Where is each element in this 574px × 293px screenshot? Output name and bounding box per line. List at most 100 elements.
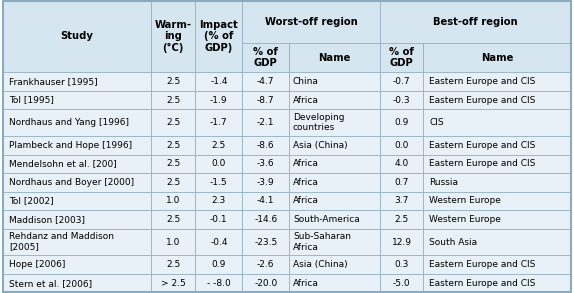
Text: -4.1: -4.1 xyxy=(257,196,274,205)
Text: Maddison [2003]: Maddison [2003] xyxy=(9,215,85,224)
Text: 0.7: 0.7 xyxy=(394,178,409,187)
Text: Plambeck and Hope [1996]: Plambeck and Hope [1996] xyxy=(9,141,132,150)
Bar xyxy=(242,136,289,155)
Bar xyxy=(242,229,289,255)
Bar xyxy=(424,43,571,72)
Bar xyxy=(242,1,380,43)
Bar xyxy=(242,274,289,292)
Bar xyxy=(195,109,242,136)
Bar xyxy=(289,274,380,292)
Bar xyxy=(242,91,289,109)
Bar xyxy=(242,210,289,229)
Bar xyxy=(380,136,424,155)
Text: 2.5: 2.5 xyxy=(166,96,180,105)
Text: -8.6: -8.6 xyxy=(257,141,274,150)
Text: -20.0: -20.0 xyxy=(254,279,277,288)
Bar xyxy=(150,91,195,109)
Bar xyxy=(3,229,150,255)
Text: Developing
countries: Developing countries xyxy=(293,113,344,132)
Bar xyxy=(242,192,289,210)
Text: -4.7: -4.7 xyxy=(257,77,274,86)
Bar xyxy=(424,192,571,210)
Bar xyxy=(195,229,242,255)
Text: Eastern Europe and CIS: Eastern Europe and CIS xyxy=(429,96,536,105)
Text: Tol [1995]: Tol [1995] xyxy=(9,96,53,105)
Bar xyxy=(380,72,424,91)
Text: -3.9: -3.9 xyxy=(257,178,274,187)
Text: Nordhaus and Yang [1996]: Nordhaus and Yang [1996] xyxy=(9,118,129,127)
Bar xyxy=(289,136,380,155)
Text: -0.1: -0.1 xyxy=(210,215,228,224)
Text: 0.0: 0.0 xyxy=(212,159,226,168)
Text: - -8.0: - -8.0 xyxy=(207,279,231,288)
Text: -1.7: -1.7 xyxy=(210,118,228,127)
Text: Africa: Africa xyxy=(293,279,319,288)
Bar xyxy=(289,192,380,210)
Bar xyxy=(380,192,424,210)
Bar xyxy=(380,155,424,173)
Text: Western Europe: Western Europe xyxy=(429,215,501,224)
Bar xyxy=(242,109,289,136)
Text: -0.4: -0.4 xyxy=(210,238,227,246)
Text: -14.6: -14.6 xyxy=(254,215,277,224)
Text: CIS: CIS xyxy=(429,118,444,127)
Text: -23.5: -23.5 xyxy=(254,238,277,246)
Text: South Asia: South Asia xyxy=(429,238,478,246)
Bar xyxy=(424,210,571,229)
Bar xyxy=(289,91,380,109)
Bar xyxy=(3,255,150,274)
Bar xyxy=(242,43,289,72)
Bar xyxy=(150,274,195,292)
Text: 2.5: 2.5 xyxy=(394,215,409,224)
Bar xyxy=(195,192,242,210)
Text: Rehdanz and Maddison
[2005]: Rehdanz and Maddison [2005] xyxy=(9,233,114,252)
Text: -0.7: -0.7 xyxy=(393,77,410,86)
Bar xyxy=(195,274,242,292)
Bar xyxy=(150,155,195,173)
Bar xyxy=(3,274,150,292)
Bar xyxy=(380,210,424,229)
Bar xyxy=(380,173,424,192)
Text: Eastern Europe and CIS: Eastern Europe and CIS xyxy=(429,77,536,86)
Text: -1.4: -1.4 xyxy=(210,77,227,86)
Text: Africa: Africa xyxy=(293,96,319,105)
Text: 2.5: 2.5 xyxy=(166,178,180,187)
Bar xyxy=(3,155,150,173)
Text: Frankhauser [1995]: Frankhauser [1995] xyxy=(9,77,98,86)
Bar xyxy=(424,274,571,292)
Bar xyxy=(380,274,424,292)
Text: Africa: Africa xyxy=(293,178,319,187)
Bar xyxy=(242,173,289,192)
Bar xyxy=(195,91,242,109)
Bar xyxy=(289,229,380,255)
Bar xyxy=(150,136,195,155)
Text: 3.7: 3.7 xyxy=(394,196,409,205)
Text: Worst-off region: Worst-off region xyxy=(265,17,358,27)
Text: Eastern Europe and CIS: Eastern Europe and CIS xyxy=(429,141,536,150)
Text: 2.5: 2.5 xyxy=(212,141,226,150)
Bar xyxy=(424,173,571,192)
Text: % of
GDP: % of GDP xyxy=(253,47,278,68)
Bar xyxy=(289,72,380,91)
Text: Asia (China): Asia (China) xyxy=(293,141,347,150)
Text: Sub-Saharan
Africa: Sub-Saharan Africa xyxy=(293,233,351,252)
Bar xyxy=(424,155,571,173)
Text: -1.9: -1.9 xyxy=(210,96,228,105)
Text: 0.9: 0.9 xyxy=(394,118,409,127)
Text: Africa: Africa xyxy=(293,159,319,168)
Text: South-America: South-America xyxy=(293,215,360,224)
Text: -2.1: -2.1 xyxy=(257,118,274,127)
Text: 4.0: 4.0 xyxy=(394,159,409,168)
Bar xyxy=(380,1,571,43)
Bar xyxy=(289,173,380,192)
Bar xyxy=(424,91,571,109)
Text: -1.5: -1.5 xyxy=(210,178,228,187)
Text: 2.5: 2.5 xyxy=(166,159,180,168)
Bar xyxy=(380,43,424,72)
Text: 0.3: 0.3 xyxy=(394,260,409,269)
Text: Russia: Russia xyxy=(429,178,458,187)
Text: 2.3: 2.3 xyxy=(212,196,226,205)
Text: Eastern Europe and CIS: Eastern Europe and CIS xyxy=(429,279,536,288)
Bar xyxy=(242,255,289,274)
Text: 2.5: 2.5 xyxy=(166,141,180,150)
